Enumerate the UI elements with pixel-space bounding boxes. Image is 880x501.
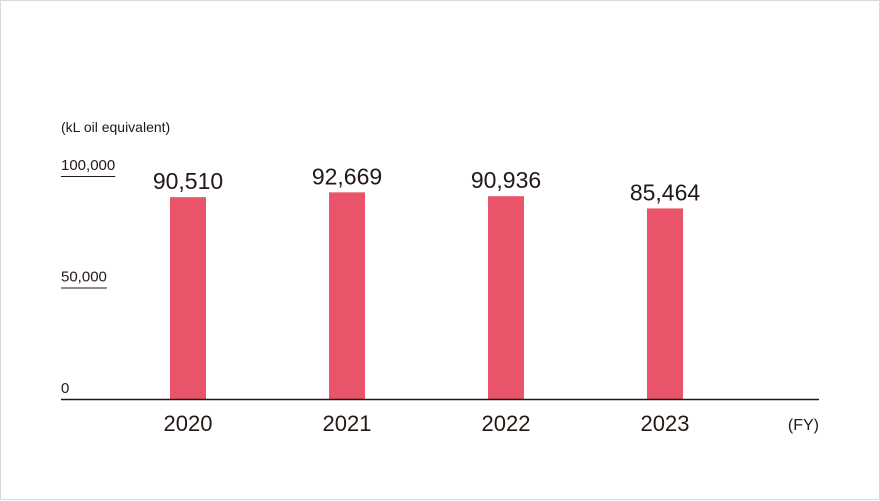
y-tick-label: 100,000 bbox=[61, 157, 115, 174]
x-tick-label-2023: 2023 bbox=[641, 411, 690, 436]
y-axis-unit-label: (kL oil equivalent) bbox=[61, 119, 170, 135]
x-tick-label-2022: 2022 bbox=[482, 411, 531, 436]
bars: 90,510 92,669 90,936 85,464 bbox=[153, 163, 701, 399]
y-axis-ticks: 0 50,000 100,000 bbox=[61, 157, 116, 397]
bar-2020 bbox=[170, 197, 206, 399]
value-label-2023: 85,464 bbox=[630, 179, 701, 205]
value-label-2022: 90,936 bbox=[471, 167, 541, 193]
bar-2022 bbox=[488, 196, 524, 399]
x-axis-labels: 2020 2021 2022 2023 bbox=[164, 411, 690, 436]
y-tick-label: 50,000 bbox=[61, 269, 107, 286]
value-label-2020: 90,510 bbox=[153, 168, 223, 194]
value-label-2021: 92,669 bbox=[312, 163, 382, 189]
x-tick-label-2020: 2020 bbox=[164, 411, 213, 436]
bar-2023 bbox=[647, 208, 683, 399]
y-tick-label: 0 bbox=[61, 380, 69, 397]
bar-2021 bbox=[329, 192, 365, 399]
x-tick-label-2021: 2021 bbox=[323, 411, 372, 436]
x-axis-unit-label: (FY) bbox=[788, 417, 819, 434]
